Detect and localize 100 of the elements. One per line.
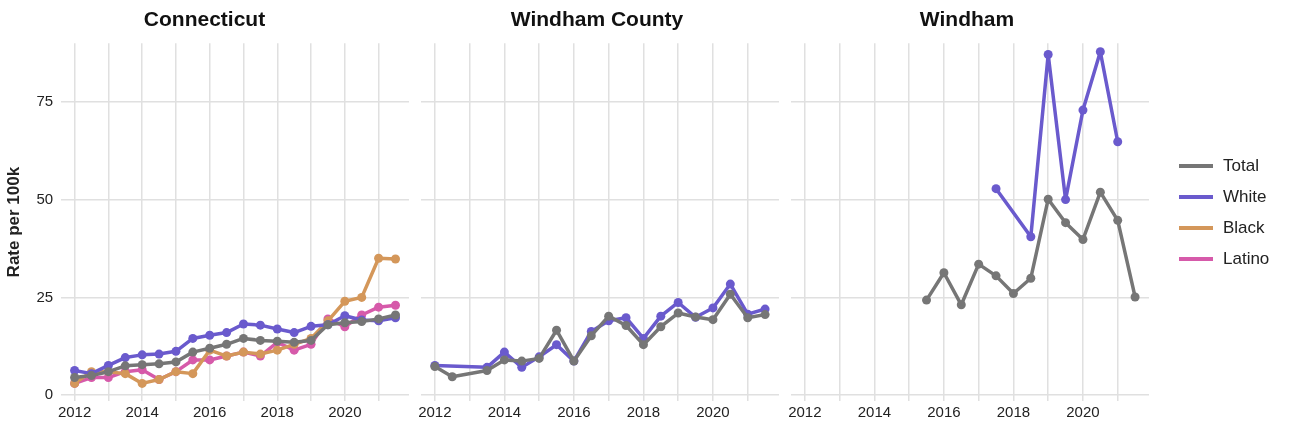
x-tick-label: 2020: [1066, 403, 1100, 421]
point: [604, 311, 614, 321]
y-axis-title: Rate per 100k: [3, 166, 23, 278]
point: [638, 340, 648, 350]
point: [137, 360, 147, 370]
x-tick-label: 2012: [57, 403, 92, 421]
legend-label: Latino: [1223, 249, 1270, 269]
point: [188, 369, 198, 379]
point: [374, 253, 384, 263]
point: [656, 311, 666, 321]
point: [154, 359, 164, 369]
point: [1113, 215, 1123, 225]
point: [447, 372, 457, 382]
point: [991, 184, 1001, 194]
point: [956, 300, 966, 310]
x-tick-label: 2018: [626, 403, 661, 421]
point: [171, 346, 181, 356]
point: [586, 331, 596, 341]
point: [552, 340, 562, 350]
x-tick-label: 2012: [788, 403, 822, 421]
point: [743, 313, 753, 323]
point: [188, 355, 198, 365]
point: [708, 303, 718, 313]
point: [120, 361, 130, 371]
x-tick-label: 2020: [328, 403, 362, 421]
point: [154, 349, 164, 359]
point: [70, 373, 80, 383]
x-tick-label: 2012: [418, 403, 452, 421]
point: [171, 357, 181, 367]
point: [621, 321, 631, 331]
point: [1078, 105, 1088, 115]
point: [188, 347, 198, 357]
point: [1043, 50, 1053, 60]
legend-label: Total: [1223, 156, 1259, 176]
point: [499, 355, 509, 365]
point: [1095, 187, 1105, 197]
point: [390, 254, 400, 264]
point: [1026, 273, 1036, 283]
point: [289, 328, 299, 338]
point: [1008, 288, 1018, 298]
point: [673, 308, 683, 318]
point: [1026, 232, 1036, 242]
point: [656, 322, 666, 332]
legend-label: Black: [1223, 218, 1265, 238]
chart-title: Connecticut: [143, 7, 266, 31]
point: [390, 300, 400, 310]
point: [760, 310, 770, 320]
chart-title: Windham County: [510, 7, 684, 31]
point: [1130, 292, 1140, 302]
point: [306, 321, 316, 331]
point: [1113, 137, 1123, 147]
point: [222, 328, 232, 338]
point: [517, 356, 527, 366]
point: [725, 289, 735, 299]
point: [205, 355, 215, 365]
point: [255, 320, 265, 330]
point: [482, 366, 492, 375]
point: [374, 302, 384, 312]
point: [340, 296, 350, 306]
x-tick-label: 2014: [857, 403, 892, 421]
point: [725, 279, 735, 289]
point: [1043, 194, 1053, 204]
x-tick-label: 2014: [487, 403, 522, 421]
legend-label: White: [1223, 187, 1267, 207]
point: [552, 325, 562, 335]
y-tick-label: 50: [36, 189, 54, 207]
point: [340, 318, 350, 328]
point: [1095, 47, 1105, 57]
point: [272, 345, 282, 355]
point: [222, 339, 232, 349]
x-tick-label: 2014: [125, 403, 159, 421]
y-tick-label: 0: [44, 385, 54, 403]
point: [120, 353, 130, 363]
point: [272, 324, 282, 334]
point: [357, 292, 367, 302]
chart-title: Windham: [919, 7, 1015, 31]
y-tick-label: 25: [36, 287, 54, 305]
point: [673, 297, 683, 307]
point: [1061, 218, 1071, 228]
point: [499, 347, 509, 357]
point: [255, 335, 265, 345]
point: [137, 350, 147, 360]
point: [922, 295, 932, 305]
x-tick-label: 2018: [260, 403, 294, 421]
point: [188, 333, 198, 343]
point: [238, 319, 248, 329]
x-tick-label: 2018: [996, 403, 1031, 421]
point: [238, 333, 248, 343]
x-tick-label: 2020: [696, 403, 730, 421]
point: [939, 268, 949, 278]
point: [205, 330, 215, 340]
x-tick-label: 2016: [193, 403, 227, 421]
point: [991, 271, 1001, 281]
point: [708, 315, 718, 325]
point: [137, 378, 147, 388]
x-tick-label: 2016: [927, 403, 961, 421]
point: [1078, 235, 1088, 244]
y-tick-label: 75: [36, 92, 54, 109]
point: [974, 259, 984, 269]
point: [1061, 195, 1071, 205]
